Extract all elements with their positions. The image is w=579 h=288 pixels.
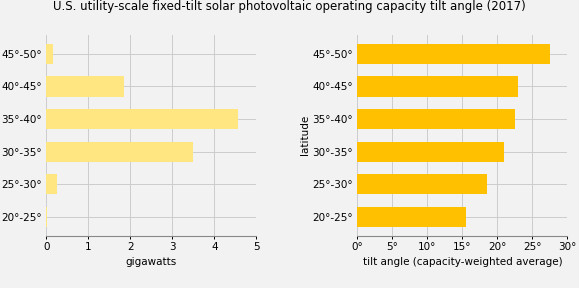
Bar xyxy=(46,142,193,162)
Bar xyxy=(357,207,466,227)
Text: U.S. utility-scale fixed-tilt solar photovoltaic operating capacity tilt angle (: U.S. utility-scale fixed-tilt solar phot… xyxy=(53,0,526,13)
Bar xyxy=(46,207,47,227)
X-axis label: gigawatts: gigawatts xyxy=(126,257,177,267)
Bar xyxy=(357,109,515,129)
Bar xyxy=(357,44,550,64)
Bar xyxy=(46,44,53,64)
Bar xyxy=(46,109,237,129)
Bar xyxy=(46,76,124,96)
Bar xyxy=(357,174,487,194)
Bar xyxy=(357,142,504,162)
X-axis label: tilt angle (capacity-weighted average): tilt angle (capacity-weighted average) xyxy=(362,257,562,267)
Bar xyxy=(46,174,57,194)
Y-axis label: latitude: latitude xyxy=(300,115,310,156)
Bar xyxy=(357,76,518,96)
